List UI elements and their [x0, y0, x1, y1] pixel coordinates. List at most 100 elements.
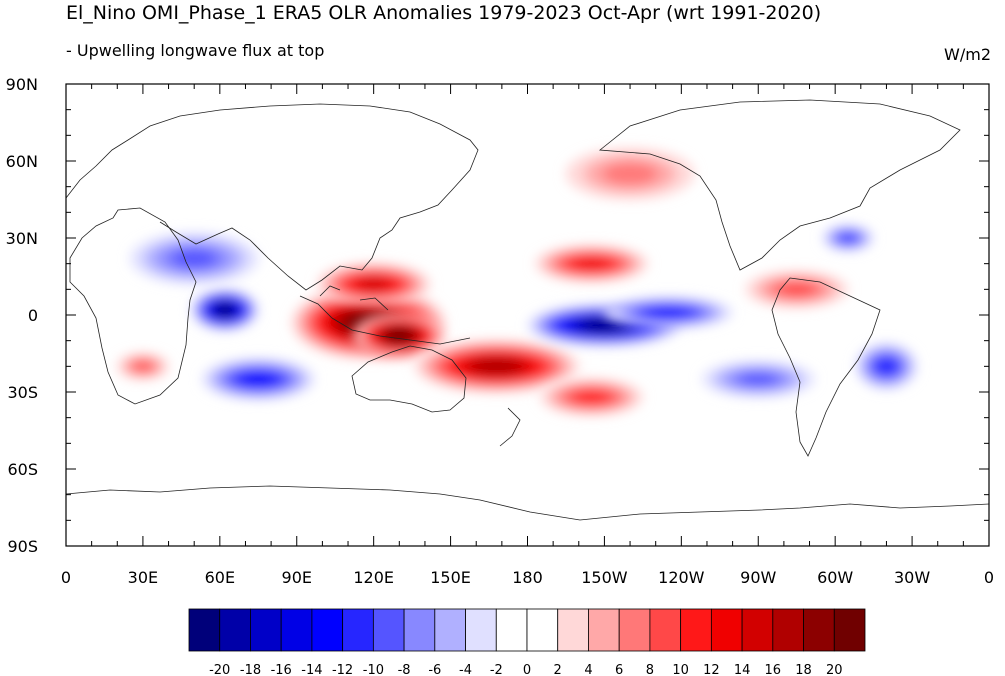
anomaly-contour — [215, 304, 234, 316]
colorbar-label: 18 — [795, 663, 812, 676]
colorbar-label: 16 — [765, 663, 782, 676]
anomaly-contour — [472, 358, 522, 375]
colorbar-bin — [342, 608, 374, 652]
anomaly-southeast-pacific-negative — [701, 361, 815, 398]
anomaly-contour — [133, 361, 153, 372]
chart-subtitle: - Upwelling longwave flux at top — [66, 41, 325, 60]
anomaly-contour — [839, 233, 857, 243]
x-tick-label: 0 — [984, 568, 994, 587]
colorbar-label: 8 — [646, 663, 654, 676]
colorbar-bin — [772, 608, 804, 652]
anomaly-contour — [737, 372, 779, 386]
anomaly-south-indian-negative — [201, 358, 315, 400]
anomaly-north-atlantic-negative — [822, 225, 874, 251]
coast-australia — [351, 345, 467, 413]
anomaly-contour — [575, 258, 609, 269]
x-tick-label: 30E — [128, 568, 158, 587]
colorbar-bin — [741, 608, 774, 652]
anomaly-contour — [602, 162, 658, 185]
colorbar-label: 0 — [523, 663, 531, 676]
anomaly-contour — [583, 319, 626, 331]
colorbar-bin — [403, 608, 436, 652]
x-tick-label: 90E — [282, 568, 312, 587]
anomaly-southern-africa-positive — [117, 353, 169, 380]
anomaly-contour — [874, 357, 899, 376]
y-tick-label: 90N — [6, 75, 38, 94]
coastlines — [66, 99, 989, 521]
colorbar-label: -10 — [363, 663, 384, 676]
colorbar-bin — [250, 608, 282, 652]
y-tick-label: 60S — [7, 460, 38, 479]
colorbar-label: -4 — [459, 663, 472, 676]
anomaly-caribbean-positive — [745, 271, 849, 308]
anomaly-contour — [241, 373, 275, 386]
axis-ticks — [65, 83, 990, 547]
coast-eurasia — [66, 103, 479, 291]
colorbar-label: -16 — [271, 663, 292, 676]
colorbar-bin — [311, 608, 344, 652]
colorbar-label: 14 — [734, 663, 751, 676]
colorbar-bin — [618, 608, 651, 652]
anomaly-contour — [170, 249, 218, 268]
anomaly-subtropical-north-pacific-positive — [535, 245, 648, 282]
x-tick-label: 120E — [353, 568, 394, 587]
units-label: W/m2 — [944, 45, 991, 64]
anomaly-south-atlantic-negative — [855, 343, 918, 390]
y-tick-label: 30S — [7, 383, 38, 402]
coast-indonesia — [299, 285, 471, 345]
colorbar-label: -6 — [428, 663, 441, 676]
colorbar-bin — [495, 608, 528, 652]
colorbar-bin — [280, 608, 313, 652]
coast-africa — [69, 207, 197, 405]
colorbar-label: -8 — [398, 663, 411, 676]
x-tick-label: 90W — [740, 568, 776, 587]
anomaly-spcz-positive — [414, 340, 579, 393]
x-tick-label: 30W — [894, 568, 930, 587]
y-axis-labels: 90N 60N 30N 0 30S 60S 90S — [6, 75, 38, 556]
colorbar-label: 6 — [615, 663, 623, 676]
colorbar-bin — [649, 608, 682, 652]
anomaly-contour — [778, 282, 816, 296]
y-tick-label: 60N — [6, 152, 38, 171]
anomaly-west-pacific-north-positive — [317, 263, 431, 305]
anomaly-indian-ocean-negative — [191, 289, 259, 331]
coast-new-zealand — [499, 407, 521, 447]
x-axis-labels: 0 30E 60E 90E 120E 150E 180 150W 120W 90W 60W 30W 0 — [61, 568, 994, 587]
coast-antarctica — [66, 485, 989, 521]
anomaly-contour — [358, 278, 389, 290]
anomaly-north-pacific-positive — [565, 148, 695, 200]
coast-south-america — [771, 277, 881, 457]
colorbar-bin — [465, 608, 497, 652]
colorbar-bin — [188, 608, 221, 652]
colorbar-label: -14 — [301, 663, 322, 676]
colorbar-label: -12 — [332, 663, 353, 676]
anomaly-south-pacific-tail-positive — [540, 379, 643, 416]
colorbar-bin — [833, 608, 866, 652]
y-tick-label: 30N — [6, 229, 38, 248]
chart-title: El_Nino OMI_Phase_1 ERA5 OLR Anomalies 1… — [66, 2, 822, 24]
colorbar-label: 20 — [826, 663, 843, 676]
anomaly-contour — [649, 307, 688, 317]
x-tick-label: 60E — [205, 568, 235, 587]
colorbar-bin — [434, 608, 466, 652]
colorbar-label: 12 — [703, 663, 720, 676]
colorbar-label: 10 — [672, 663, 689, 676]
colorbar-bin — [526, 608, 559, 652]
anomaly-equatorial-pacific-tongue-negative — [604, 297, 733, 328]
x-tick-label: 60W — [817, 568, 853, 587]
colorbar-bin — [219, 608, 251, 652]
coast-north-america — [598, 99, 961, 271]
colorbar-label: -20 — [209, 663, 230, 676]
x-tick-label: 0 — [61, 568, 71, 587]
colorbar-labels: -20 -18 -16 -14 -12 -10 -8 -6 -4 -2 0 2 4 6 8 10 12 14 16 1… — [209, 663, 842, 676]
colorbar-bin — [557, 608, 589, 652]
anomaly-contour — [386, 329, 412, 342]
x-tick-label: 120W — [658, 568, 705, 587]
anomaly-contour — [575, 391, 608, 403]
anomaly-indonesia-core-positive — [353, 312, 446, 359]
colorbar-bin — [372, 608, 405, 652]
colorbar — [188, 608, 866, 652]
x-tick-label: 150E — [430, 568, 471, 587]
y-tick-label: 0 — [28, 306, 38, 325]
